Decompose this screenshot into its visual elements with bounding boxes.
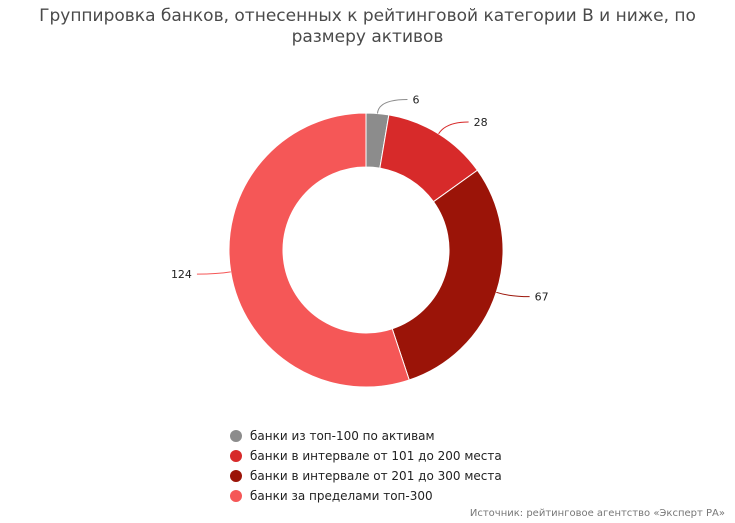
data-label-2: 28 xyxy=(474,116,488,129)
chart-legend: банки из топ-100 по активам банки в интер… xyxy=(230,426,502,506)
legend-label: банки в интервале от 201 до 300 места xyxy=(250,469,502,483)
label-connector-4 xyxy=(196,271,231,275)
legend-item-3[interactable]: банки в интервале от 201 до 300 места xyxy=(230,466,502,486)
label-connector-1 xyxy=(376,99,408,114)
label-connector-2 xyxy=(438,121,469,135)
data-label-4: 124 xyxy=(171,268,192,281)
legend-item-1[interactable]: банки из топ-100 по активам xyxy=(230,426,502,446)
legend-item-2[interactable]: банки в интервале от 101 до 200 места xyxy=(230,446,502,466)
legend-marker-icon xyxy=(230,490,242,502)
data-label-3: 67 xyxy=(535,291,549,304)
legend-label: банки за пределами топ-300 xyxy=(250,489,433,503)
legend-label: банки из топ-100 по активам xyxy=(250,429,435,443)
data-label-1: 6 xyxy=(412,94,419,107)
legend-marker-icon xyxy=(230,450,242,462)
legend-item-4[interactable]: банки за пределами топ-300 xyxy=(230,486,502,506)
pie-slice-4[interactable] xyxy=(228,112,410,388)
label-connector-3 xyxy=(496,291,530,298)
pie-slice-3[interactable] xyxy=(391,169,504,381)
legend-marker-icon xyxy=(230,430,242,442)
chart-title: Группировка банков, отнесенных к рейтинг… xyxy=(39,6,696,47)
legend-label: банки в интервале от 101 до 200 места xyxy=(250,449,502,463)
source-note: Источник: рейтинговое агентство «Эксперт… xyxy=(469,508,725,519)
legend-marker-icon xyxy=(230,470,242,482)
